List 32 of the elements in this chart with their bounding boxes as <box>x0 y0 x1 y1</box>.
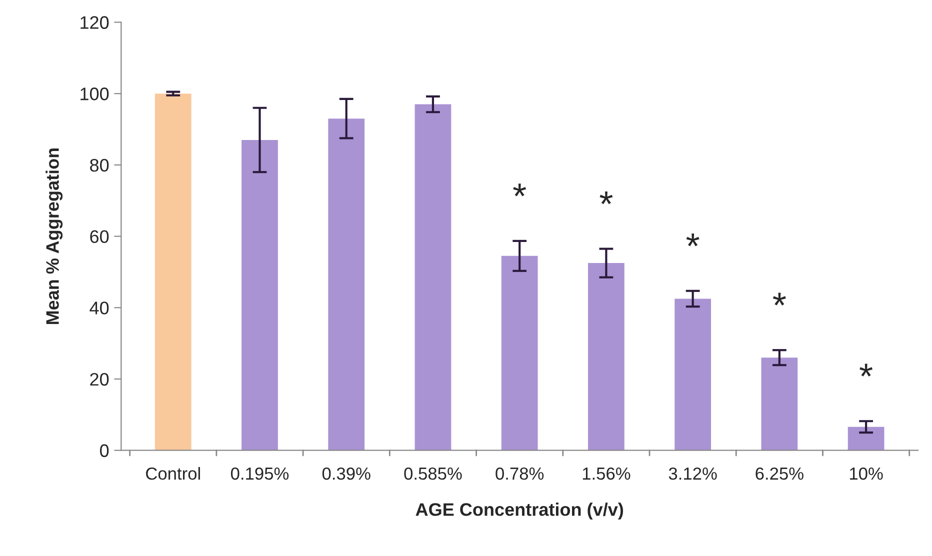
bar <box>154 94 192 450</box>
data-label: * <box>513 184 526 196</box>
bar <box>848 426 884 450</box>
y-tick-label: 100 <box>80 88 109 100</box>
x-tick-label: 1.56% <box>582 467 630 480</box>
x-tick-label: 6.25% <box>756 467 804 480</box>
data-label: * <box>686 234 700 246</box>
y-tick-label: 80 <box>90 158 109 172</box>
bar <box>328 118 365 450</box>
data-label: * <box>772 292 786 306</box>
bar <box>588 263 624 450</box>
x-tick-label: 0.78% <box>496 467 544 480</box>
x-tick-label: 10% <box>850 467 883 480</box>
data-label: * <box>860 364 873 376</box>
y-tick-label: 120 <box>80 16 109 29</box>
bar <box>761 358 798 450</box>
y-tick-label: 20 <box>90 372 109 386</box>
y-tick-label: 60 <box>90 230 109 244</box>
x-tick-label: 0.585% <box>404 467 462 480</box>
x-tick-label: 3.12% <box>668 467 717 480</box>
x-tick-label: Control <box>146 467 200 480</box>
x-tick-label: 0.39% <box>322 467 370 480</box>
y-tick-label: 40 <box>90 302 109 314</box>
bar <box>674 298 712 450</box>
x-tick-label: 0.195% <box>230 467 289 480</box>
bar <box>414 104 452 450</box>
bar <box>242 140 278 450</box>
data-label: * <box>600 191 613 204</box>
y-axis-title: Mean % Aggregation <box>46 148 63 324</box>
bar <box>501 256 538 450</box>
x-axis-title: AGE Concentration (v/v) <box>416 502 624 520</box>
y-tick-label: 0 <box>100 444 109 458</box>
